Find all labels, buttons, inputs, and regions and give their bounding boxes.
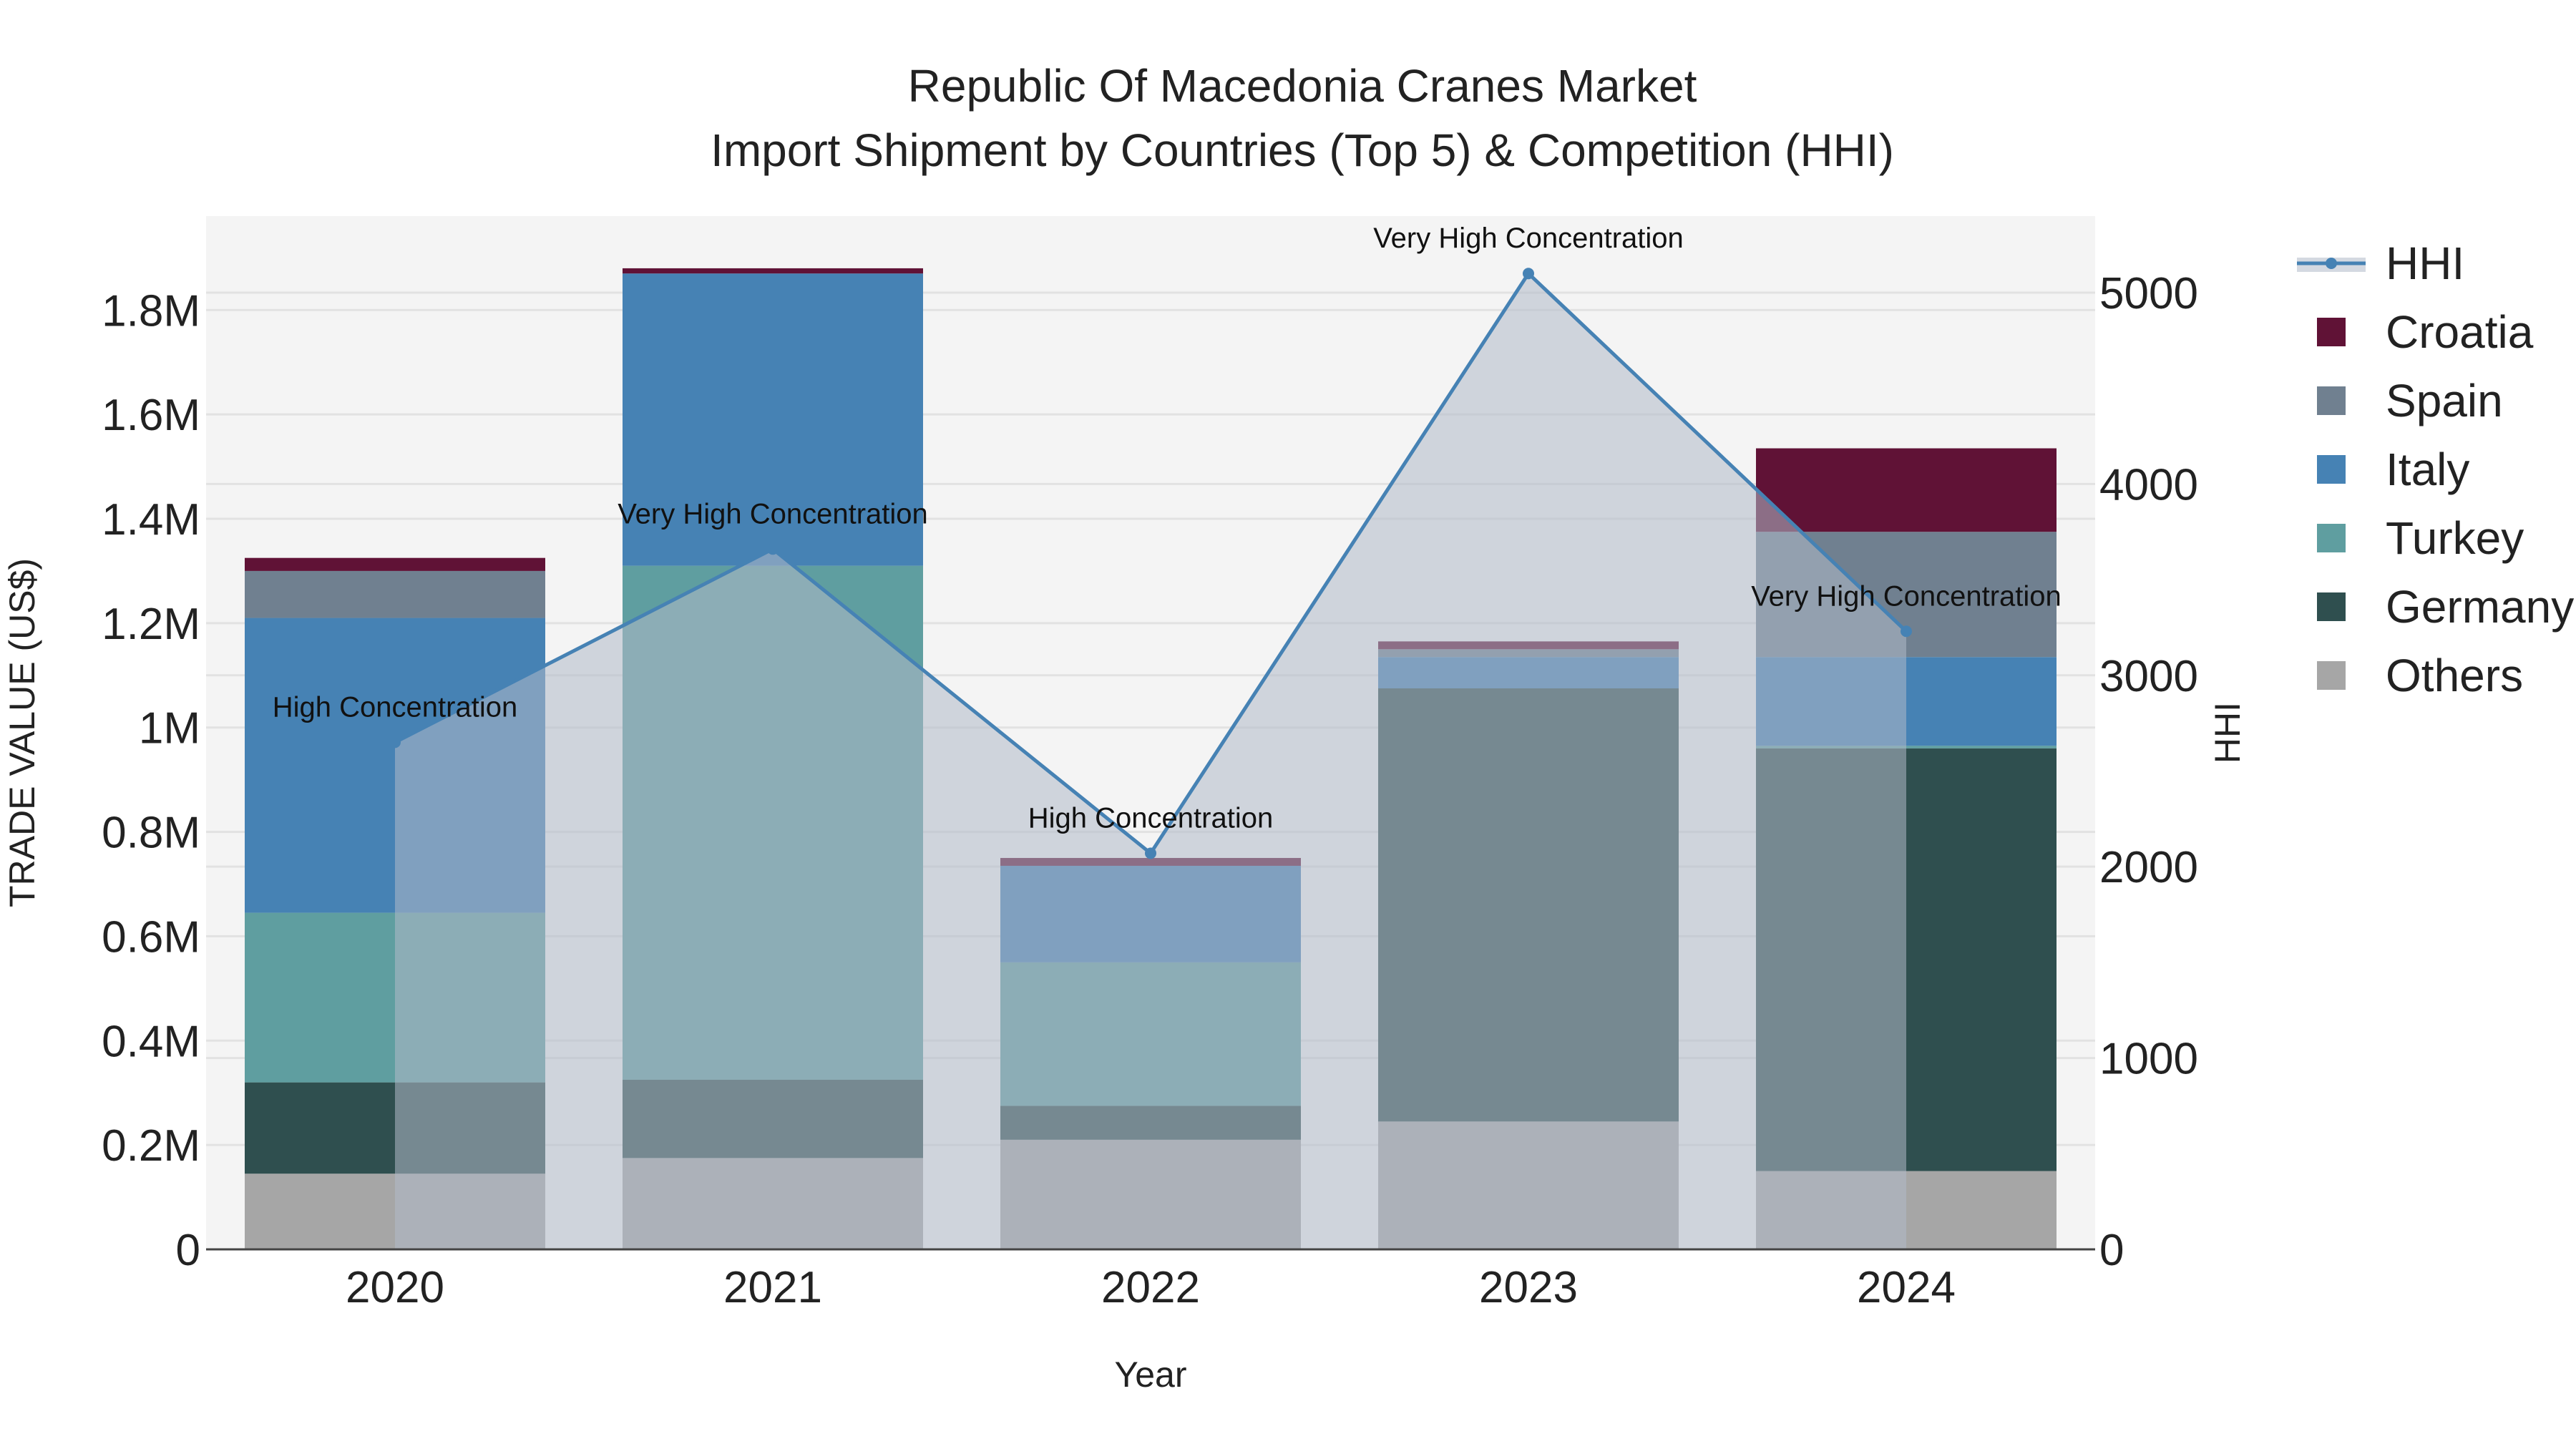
y2-tick-label: 2000 bbox=[2099, 843, 2198, 892]
hhi-point-2023 bbox=[1523, 268, 1534, 280]
y-tick-label: 0.8M bbox=[102, 809, 200, 858]
legend-hhi-marker bbox=[2326, 258, 2337, 269]
x-tick-label-2022: 2022 bbox=[1101, 1263, 1200, 1312]
hhi-annotation-2020: High Concentration bbox=[273, 691, 517, 723]
bar-croatia-2024 bbox=[1756, 448, 2057, 532]
hhi-annotation-2022: High Concentration bbox=[1028, 802, 1273, 834]
chart-title-line1: Republic Of Macedonia Cranes Market bbox=[908, 60, 1697, 112]
y-tick-label: 1.6M bbox=[102, 391, 200, 440]
chart-title-line2: Import Shipment by Countries (Top 5) & C… bbox=[711, 125, 1894, 176]
legend-label-spain: Spain bbox=[2386, 375, 2503, 426]
legend-label-turkey: Turkey bbox=[2386, 512, 2524, 564]
y2-tick-label: 3000 bbox=[2099, 652, 2198, 701]
legend: HHI Croatia Spain Italy Turkey Germany Others bbox=[2297, 238, 2574, 701]
legend-label-hhi: HHI bbox=[2386, 238, 2464, 289]
x-tick-label-2024: 2024 bbox=[1857, 1263, 1956, 1312]
y-axis-ticks: 0 0.2M 0.4M 0.6M 0.8M 1M 1.2M 1.4M 1.6M 1.8M bbox=[102, 286, 200, 1275]
legend-swatch-italy bbox=[2317, 455, 2346, 484]
y-tick-label: 1.2M bbox=[102, 600, 200, 649]
y-tick-label: 0.4M bbox=[102, 1017, 200, 1066]
y2-tick-label: 1000 bbox=[2099, 1035, 2198, 1084]
legend-swatch-spain bbox=[2317, 386, 2346, 415]
legend-label-italy: Italy bbox=[2386, 444, 2469, 495]
hhi-point-2022 bbox=[1145, 847, 1156, 859]
y-tick-label: 1.4M bbox=[102, 495, 200, 545]
y-axis-label: TRADE VALUE (US$) bbox=[2, 558, 42, 907]
legend-swatch-turkey bbox=[2317, 524, 2346, 552]
bar-croatia-2020 bbox=[245, 557, 545, 571]
x-axis-ticks: 2020 2021 2022 2023 2024 bbox=[346, 1263, 1956, 1312]
y-tick-label: 0.2M bbox=[102, 1121, 200, 1171]
y2-axis-ticks: 0 1000 2000 3000 4000 5000 bbox=[2099, 269, 2198, 1275]
legend-label-others: Others bbox=[2386, 650, 2523, 701]
hhi-point-2024 bbox=[1901, 625, 1912, 638]
bar-italy-2021 bbox=[623, 273, 923, 566]
hhi-layer: High Concentration Very High Concentratio… bbox=[273, 223, 2062, 1250]
y-tick-label: 0 bbox=[176, 1226, 200, 1275]
x-tick-label-2020: 2020 bbox=[346, 1263, 444, 1312]
bar-croatia-2021 bbox=[623, 268, 923, 274]
legend-label-croatia: Croatia bbox=[2386, 306, 2534, 358]
y-tick-label: 0.6M bbox=[102, 912, 200, 962]
hhi-point-2021 bbox=[767, 543, 779, 555]
hhi-point-2020 bbox=[389, 736, 401, 748]
legend-swatch-germany bbox=[2317, 592, 2346, 621]
legend-swatch-croatia bbox=[2317, 318, 2346, 346]
hhi-area bbox=[395, 273, 1906, 1250]
legend-swatch-others bbox=[2317, 661, 2346, 690]
hhi-annotation-2023: Very High Concentration bbox=[1373, 223, 1684, 254]
y2-tick-label: 5000 bbox=[2099, 269, 2198, 318]
legend-label-germany: Germany bbox=[2386, 581, 2574, 633]
x-axis-label: Year bbox=[1114, 1355, 1186, 1395]
x-tick-label-2023: 2023 bbox=[1479, 1263, 1578, 1312]
y2-tick-label: 4000 bbox=[2099, 460, 2198, 509]
y2-tick-label: 0 bbox=[2099, 1226, 2124, 1275]
y-tick-label: 1.8M bbox=[102, 286, 200, 336]
x-tick-label-2021: 2021 bbox=[723, 1263, 822, 1312]
y2-axis-label: HHI bbox=[2207, 702, 2248, 763]
hhi-annotation-2021: Very High Concentration bbox=[618, 498, 928, 530]
y-tick-label: 1M bbox=[139, 704, 200, 753]
hhi-annotation-2024: Very High Concentration bbox=[1751, 580, 2062, 612]
bar-spain-2020 bbox=[245, 570, 545, 618]
